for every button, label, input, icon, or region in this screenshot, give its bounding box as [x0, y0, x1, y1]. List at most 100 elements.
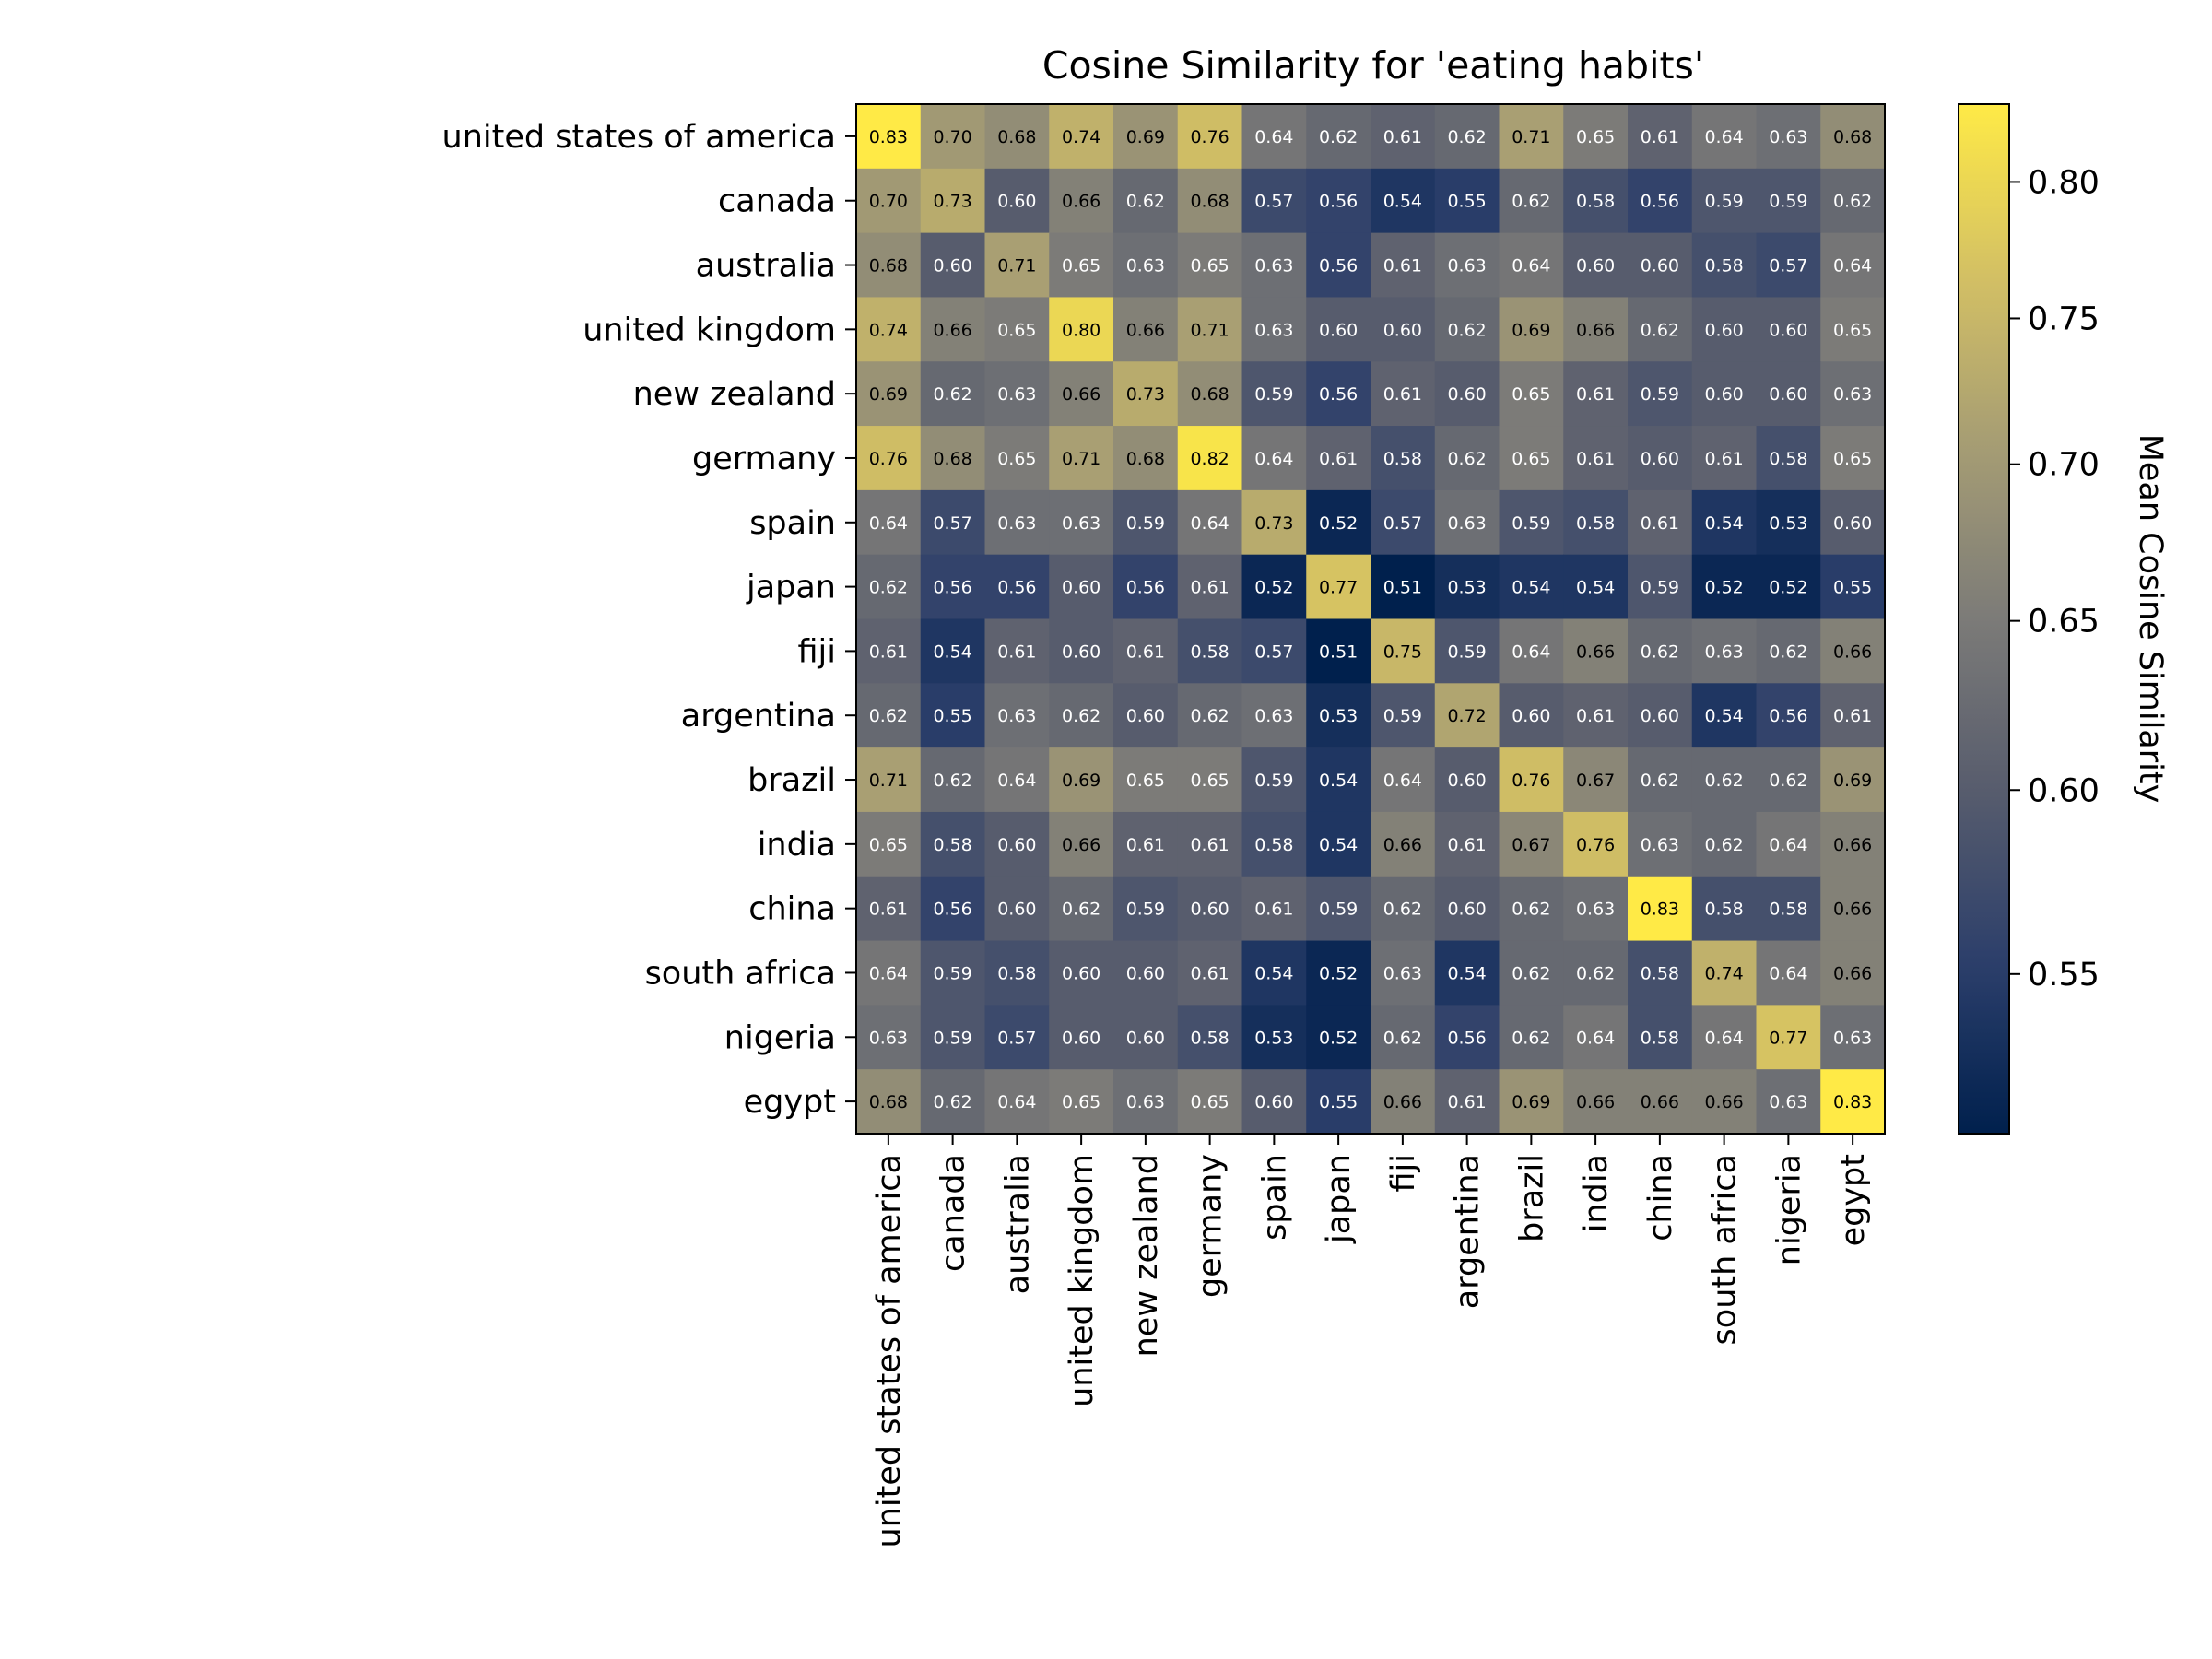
cell-value-label: 0.54: [1704, 513, 1743, 534]
cell-value-label: 0.76: [869, 449, 908, 469]
heatmap-cell: [1820, 297, 1886, 362]
cell-value-label: 0.66: [1833, 963, 1872, 983]
heatmap-cell: [1563, 747, 1629, 813]
x-tick-label: united states of america: [871, 1154, 908, 1547]
x-tick-label: australia: [999, 1154, 1036, 1294]
y-tick-label: germany: [692, 441, 836, 477]
y-tick-label: canada: [718, 183, 836, 220]
cell-value-label: 0.57: [1254, 641, 1293, 662]
x-tick-label: brazil: [1513, 1154, 1550, 1242]
heatmap-cell: [1434, 683, 1500, 748]
cell-value-label: 0.62: [1576, 963, 1615, 983]
cell-value-label: 0.57: [933, 513, 971, 534]
heatmap-cell: [1177, 876, 1243, 942]
y-tick-label: spain: [749, 505, 836, 542]
cell-value-label: 0.66: [933, 320, 971, 340]
heatmap-cell: [1434, 168, 1500, 234]
heatmap-cell: [1371, 1069, 1436, 1135]
y-tick-label: united states of america: [442, 119, 836, 156]
heatmap-cell: [1049, 940, 1114, 1006]
heatmap-cell: [1756, 618, 1821, 684]
heatmap-cell: [1049, 683, 1114, 748]
cell-value-label: 0.58: [1769, 900, 1807, 920]
heatmap-cell: [1563, 426, 1629, 491]
heatmap-cell: [1563, 489, 1629, 556]
y-tick-label: china: [748, 891, 836, 928]
heatmap-cell: [1499, 876, 1564, 942]
heatmap-cell: [920, 297, 986, 362]
heatmap-cell: [1628, 489, 1693, 556]
heatmap-cell: [1756, 940, 1821, 1006]
heatmap-cell: [1241, 876, 1307, 942]
cell-value-label: 0.65: [997, 449, 1036, 469]
cell-value-label: 0.52: [1704, 578, 1743, 598]
heatmap-cell: [1499, 747, 1564, 813]
cell-value-label: 0.68: [1190, 384, 1229, 405]
heatmap-cell: [1177, 747, 1243, 813]
cell-value-label: 0.62: [1769, 771, 1807, 791]
heatmap-cell: [1371, 168, 1436, 234]
heatmap-cell: [856, 1005, 922, 1070]
colorbar: [1958, 103, 2010, 1135]
x-tick-label: south africa: [1707, 1154, 1744, 1345]
heatmap-cell: [1434, 940, 1500, 1006]
heatmap-cell: [1691, 104, 1758, 170]
cell-value-label: 0.58: [1769, 449, 1807, 469]
heatmap-cell: [1177, 683, 1243, 748]
heatmap-cell: [1177, 1005, 1243, 1070]
cell-value-label: 0.53: [1447, 578, 1486, 598]
cell-value-label: 0.69: [1512, 1092, 1550, 1112]
heatmap-cell: [1628, 747, 1693, 813]
heatmap-cell: [1756, 168, 1821, 234]
cell-value-label: 0.61: [1704, 449, 1743, 469]
cell-value-label: 0.58: [1190, 1028, 1229, 1048]
heatmap-cell: [1371, 876, 1436, 942]
cell-value-label: 0.60: [1769, 320, 1807, 340]
cell-value-label: 0.62: [1641, 320, 1679, 340]
heatmap-cell: [1756, 489, 1821, 556]
heatmap-cell: [1241, 361, 1307, 427]
cell-value-label: 0.66: [1576, 1092, 1615, 1112]
y-tick-label: nigeria: [724, 1019, 836, 1056]
heatmap-cell: [1306, 618, 1371, 684]
cell-value-label: 0.67: [1512, 835, 1550, 855]
y-tick-label: brazil: [747, 762, 836, 799]
heatmap-cell: [1241, 618, 1307, 684]
cell-value-label: 0.66: [1833, 900, 1872, 920]
colorbar-tick-label: 0.65: [2028, 604, 2100, 641]
heatmap-cell: [1563, 1069, 1629, 1135]
cell-value-label: 0.64: [1833, 256, 1872, 276]
cell-value-label: 0.52: [1319, 963, 1358, 983]
colorbar-ticks: 0.55 0.60 0.65 0.70 0.75 0.80: [2009, 164, 2100, 994]
cell-value-label: 0.60: [1576, 256, 1615, 276]
cell-value-label: 0.74: [1704, 963, 1743, 983]
heatmap-cell: [920, 876, 986, 942]
cell-value-label: 0.60: [1704, 384, 1743, 405]
heatmap-cell: [1113, 747, 1179, 813]
y-tick-label: australia: [696, 248, 836, 285]
heatmap-cell: [1691, 297, 1758, 362]
heatmap-cell: [1306, 747, 1371, 813]
heatmap-cell: [1306, 1005, 1371, 1070]
heatmap-cell: [1049, 104, 1114, 170]
cell-value-label: 0.65: [1062, 1092, 1100, 1112]
heatmap-cell: [1563, 554, 1629, 620]
cell-value-label: 0.64: [1704, 1028, 1743, 1048]
cell-value-label: 0.63: [1254, 256, 1293, 276]
heatmap-cell: [1241, 1069, 1307, 1135]
heatmap-cell: [1241, 683, 1307, 748]
cell-value-label: 0.62: [1447, 127, 1486, 147]
cell-value-label: 0.57: [1254, 192, 1293, 212]
heatmap-cell: [1691, 1069, 1758, 1135]
cell-value-label: 0.58: [1254, 835, 1293, 855]
colorbar-tick-label: 0.55: [2028, 957, 2100, 994]
y-tick-label: egypt: [744, 1084, 836, 1121]
heatmap-cell: [1563, 104, 1629, 170]
cell-value-label: 0.73: [1126, 384, 1165, 405]
y-tick-label: south africa: [645, 955, 836, 992]
cell-value-label: 0.60: [1641, 706, 1679, 726]
x-tick-label: canada: [935, 1154, 972, 1272]
heatmap-cell: [1434, 811, 1500, 877]
heatmap-cell: [1691, 618, 1758, 684]
heatmap-cell: [1113, 683, 1179, 748]
